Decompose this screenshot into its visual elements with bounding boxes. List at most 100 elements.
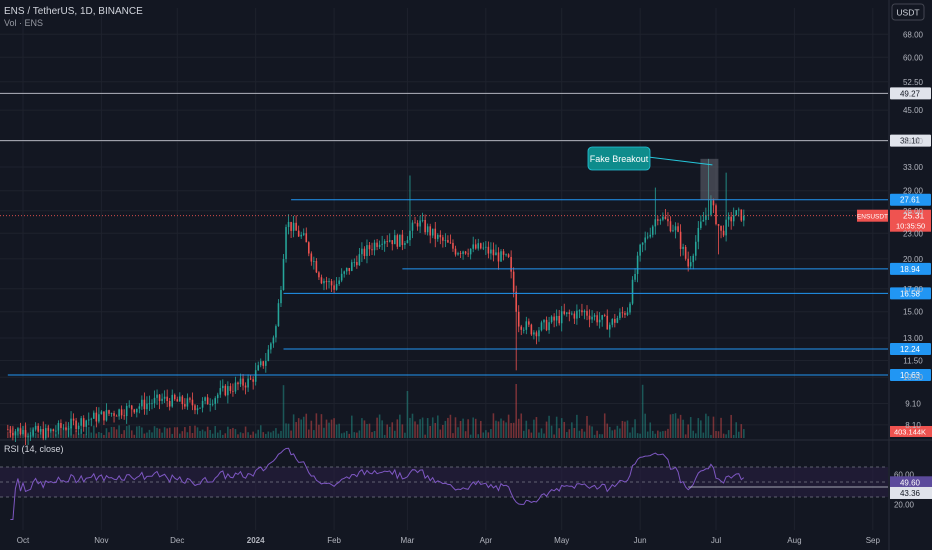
candle-body <box>57 422 60 431</box>
candle-body <box>290 221 292 231</box>
candle-body <box>472 244 474 249</box>
candle-body <box>12 432 14 436</box>
candle-body <box>500 251 502 262</box>
volume-bar <box>368 423 371 438</box>
volume-bar <box>538 432 540 438</box>
volume-bar <box>82 433 85 438</box>
candle-body <box>247 378 249 388</box>
volume-bar <box>702 432 705 438</box>
volume-bar <box>171 433 174 438</box>
candle-body <box>338 280 340 285</box>
volume-bar <box>343 432 345 438</box>
volume-bar <box>300 419 302 438</box>
time-tick-label: Sep <box>866 536 881 545</box>
candle-body <box>606 315 609 330</box>
candle-body <box>492 249 495 256</box>
volume-bar <box>156 427 158 438</box>
volume-bar <box>717 431 720 438</box>
candle-body <box>310 253 313 262</box>
price-tick-label: 38.00 <box>903 137 924 146</box>
candle-body <box>239 378 242 385</box>
volume-bar <box>459 420 462 438</box>
candle-body <box>634 274 636 280</box>
volume-bar <box>305 413 308 438</box>
candle-body <box>297 230 300 237</box>
volume-bar <box>705 413 707 438</box>
volume-bar <box>219 430 222 438</box>
candle-body <box>583 310 586 313</box>
candle-body <box>82 418 85 427</box>
candle-body <box>401 234 404 245</box>
candle-body <box>394 235 396 245</box>
volume-bar <box>674 413 677 438</box>
volume-bar <box>37 433 39 438</box>
volume-bar <box>242 433 244 438</box>
candle-body <box>528 321 530 325</box>
price-tick-label: 17.00 <box>903 285 924 294</box>
candle-body <box>560 311 563 324</box>
volume-bar <box>323 427 325 438</box>
volume-bar <box>247 432 249 438</box>
volume-bar <box>426 418 429 438</box>
candle-body <box>305 233 308 243</box>
candle-body <box>409 230 411 241</box>
volume-bar <box>60 434 62 438</box>
candle-body <box>87 419 90 421</box>
volume-bar <box>588 425 591 438</box>
volume-bar <box>376 417 378 438</box>
volume-bar <box>290 430 292 438</box>
candle-body <box>138 406 141 409</box>
volume-bar <box>191 433 194 438</box>
candle-body <box>624 313 626 315</box>
volume-bar <box>490 429 492 438</box>
candle-body <box>710 200 712 215</box>
horizontal-level-lines[interactable]: 49.27 38.10 27.61 18.94 16.58 12.24 10.63 ENSUS… <box>0 87 932 437</box>
candle-body <box>717 224 720 226</box>
volume-bar <box>654 433 657 438</box>
level-tag <box>890 368 931 381</box>
volume-bar <box>338 423 340 438</box>
volume-bar <box>262 432 265 438</box>
volume-bar <box>429 425 431 438</box>
candle-body <box>601 315 603 320</box>
price-axis[interactable]: 68.00 60.00 52.50 45.00 38.00 33.00 29.00 26.00… <box>903 30 924 430</box>
currency-button[interactable]: USDT <box>891 3 925 21</box>
candle-body <box>151 403 153 405</box>
candle-body <box>168 401 171 407</box>
volume-bar <box>411 413 414 438</box>
candle-body <box>386 241 388 242</box>
candle-body <box>194 405 196 411</box>
volume-bar <box>237 434 239 438</box>
candle-body <box>201 400 204 408</box>
candle-body <box>662 216 664 220</box>
candle-body <box>343 271 345 274</box>
volume-bar <box>565 432 568 438</box>
price-tick-label: 26.00 <box>903 207 924 216</box>
candle-body <box>571 313 573 315</box>
volume-bar <box>161 432 163 438</box>
volume-bar <box>657 430 659 438</box>
candle-body <box>598 319 601 323</box>
candle-body <box>462 251 464 254</box>
candle-body <box>649 234 652 237</box>
candle-body <box>315 260 318 273</box>
volume-bar <box>146 432 148 438</box>
candle-body <box>199 407 201 409</box>
volume-bar <box>196 427 199 438</box>
candle-body <box>356 262 358 266</box>
candle-body <box>371 249 373 251</box>
candle-body <box>434 228 437 239</box>
symbol-tag <box>857 209 888 222</box>
volume-bar <box>211 433 214 438</box>
candle-body <box>502 251 505 255</box>
callout-box[interactable] <box>587 146 651 171</box>
candle-body <box>75 420 77 430</box>
volume-bar <box>120 433 123 438</box>
candle-body <box>639 244 641 256</box>
price-tick-label: 15.00 <box>903 308 924 317</box>
candle-body <box>507 254 510 257</box>
candle-body <box>743 215 745 221</box>
candle-body <box>325 281 328 283</box>
time-axis[interactable]: Oct Nov Dec 2024 Feb Mar Apr May Jun Jul Aug Sep <box>17 536 881 545</box>
